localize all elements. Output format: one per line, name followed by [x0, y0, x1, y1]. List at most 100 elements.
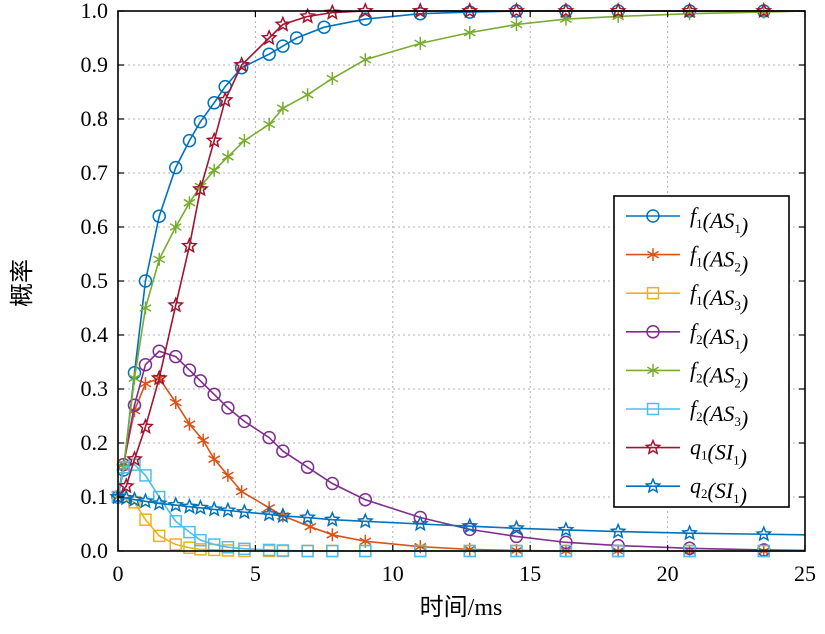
data-point: [125, 490, 144, 507]
data-point: [183, 196, 196, 210]
data-point: [150, 494, 168, 511]
data-point: [219, 501, 237, 518]
data-point: [208, 163, 221, 177]
data-point: [325, 476, 340, 491]
legend-marker: [646, 325, 660, 339]
data-point: [221, 468, 234, 482]
data-point: [182, 363, 197, 377]
data-point: [461, 2, 479, 19]
data-point: [414, 36, 427, 50]
data-point: [191, 498, 209, 516]
data-point: [169, 396, 182, 409]
y-tick-label: 0.6: [81, 214, 109, 239]
data-point: [167, 496, 185, 513]
data-point: [238, 542, 251, 556]
data-point: [507, 2, 525, 19]
data-point: [125, 450, 144, 467]
data-point: [152, 490, 166, 504]
legend-entry: q2(SI1): [626, 473, 747, 508]
data-point: [507, 519, 525, 536]
series-line: [117, 496, 806, 536]
legend-entry: f2(AS2): [626, 357, 748, 392]
data-point: [462, 5, 477, 19]
data-point: [182, 133, 197, 148]
data-point: [237, 414, 252, 429]
data-point: [289, 31, 304, 45]
data-point: [127, 398, 142, 412]
data-point: [326, 72, 339, 85]
data-point: [557, 520, 575, 538]
data-point: [317, 20, 331, 34]
data-point: [263, 117, 276, 131]
data-point: [136, 417, 154, 435]
data-point: [559, 535, 573, 550]
data-point: [323, 510, 341, 527]
legend-entry: f2(AS3): [626, 396, 748, 431]
legend-marker: [646, 209, 660, 223]
y-tick-label: 0.7: [81, 160, 109, 185]
data-point: [168, 160, 183, 175]
data-point: [509, 529, 524, 544]
series-line: [117, 350, 806, 552]
data-point: [183, 417, 196, 431]
data-point: [169, 515, 182, 528]
legend-marker: [646, 286, 660, 300]
data-point: [755, 2, 773, 19]
y-tick-label: 1.0: [81, 0, 109, 23]
data-point: [233, 56, 251, 73]
data-point: [194, 533, 207, 547]
data-point: [207, 387, 221, 402]
data-point: [193, 374, 208, 388]
legend-box: [613, 195, 790, 508]
y-axis-title: 概率: [9, 259, 36, 307]
data-point: [193, 114, 208, 129]
data-point: [128, 371, 141, 385]
data-point: [180, 497, 198, 514]
data-point: [358, 492, 373, 507]
data-point: [207, 538, 221, 551]
legend: f1(AS1) f1(AS2)f1(AS3) f2(AS1)f2(AS2) f2(AS…: [613, 195, 790, 508]
data-point: [221, 540, 235, 554]
y-tick-label: 0.1: [81, 484, 109, 509]
data-point: [609, 522, 627, 539]
legend-entry: f1(AS3): [626, 280, 748, 315]
legend-marker: [646, 402, 660, 416]
legend-label: f1(AS3): [690, 280, 748, 315]
data-point: [681, 2, 699, 19]
data-point: [216, 91, 234, 108]
data-point: [169, 220, 182, 234]
data-point: [299, 7, 317, 24]
axis-ticks: 0 5 10 15 20 25 0.0 0.1 0.2 0.3 0.4 0.5 0.6 0.7 0.8 0.9…: [81, 0, 817, 586]
data-point: [411, 2, 429, 19]
legend-label: f1(AS2): [690, 242, 748, 277]
data-point: [197, 433, 210, 447]
data-point: [262, 543, 276, 557]
data-point: [138, 357, 153, 372]
data-point: [260, 505, 278, 522]
data-point: [167, 296, 185, 313]
data-point: [510, 18, 523, 31]
x-tick-label: 0: [113, 561, 124, 586]
legend-label: f2(AS3): [690, 396, 748, 431]
data-point: [139, 513, 152, 526]
data-point: [274, 15, 292, 32]
data-point: [359, 53, 372, 67]
data-point: [356, 2, 374, 19]
data-point: [150, 369, 168, 386]
data-point: [205, 131, 223, 148]
data-point: [262, 430, 276, 445]
legend-label: f1(AS1): [690, 203, 748, 238]
data-point: [301, 88, 314, 102]
data-point: [168, 349, 183, 364]
y-tick-label: 0.2: [81, 430, 109, 455]
legend-label: q2(SI1): [690, 473, 747, 508]
data-point: [755, 525, 773, 542]
data-point: [221, 150, 234, 164]
data-point: [221, 401, 235, 415]
y-tick-label: 0.8: [81, 106, 109, 131]
x-tick-label: 15: [519, 561, 541, 586]
data-point: [152, 209, 166, 223]
series-line: [117, 10, 806, 498]
series-4: [111, 5, 806, 504]
data-point: [356, 512, 374, 529]
